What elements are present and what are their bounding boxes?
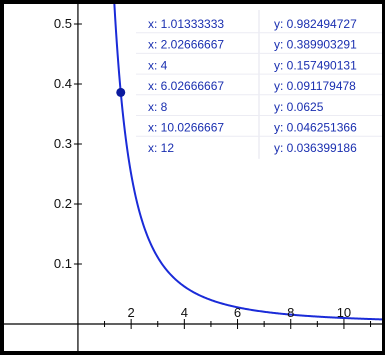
table-y-cell: y: 0.036399186 (274, 141, 357, 155)
table-x-cell: x: 6.02666667 (148, 79, 224, 93)
table-y-cell: y: 0.389903291 (274, 38, 357, 52)
y-tick-label: 0.3 (54, 136, 72, 151)
function-curve (113, 4, 382, 321)
plot-area: x: 1.01333333 y: 0.982494727 x: 2.02666667… (4, 4, 382, 351)
table-x-cell: x: 2.02666667 (148, 38, 224, 52)
x-tick-label: 6 (234, 305, 241, 320)
table-y-cell: y: 0.0625 (274, 100, 324, 114)
table-x-cell: x: 12 (148, 141, 174, 155)
chart-svg: x: 1.01333333 y: 0.982494727 x: 2.02666667… (4, 4, 382, 351)
y-tick-label: 0.5 (54, 16, 72, 31)
table-x-cell: x: 1.01333333 (148, 17, 224, 31)
table-y-cell: y: 0.091179478 (274, 79, 356, 93)
table-x-cell: x: 10.0266667 (148, 121, 224, 135)
table-x-cell: x: 8 (148, 100, 168, 114)
y-tick-label: 0.1 (54, 256, 72, 271)
y-tick-label: 0.4 (54, 76, 72, 91)
table-y-cell: y: 0.046251366 (274, 121, 357, 135)
value-table: x: 1.01333333 y: 0.982494727 x: 2.02666667… (136, 10, 382, 159)
table-y-cell: y: 0.982494727 (274, 17, 357, 31)
y-tick-label: 0.2 (54, 196, 72, 211)
curve-layer (113, 4, 382, 321)
x-tick-label: 8 (287, 305, 294, 320)
table-y-cell: y: 0.157490131 (274, 58, 357, 72)
table-x-cell: x: 4 (148, 58, 168, 72)
highlighted-point (116, 87, 126, 97)
x-tick-label: 2 (128, 305, 135, 320)
x-tick-label: 4 (181, 305, 188, 320)
axes-layer: 0.10.20.30.40.50.60.724681012 (4, 4, 382, 351)
x-tick-label: 10 (337, 305, 351, 320)
